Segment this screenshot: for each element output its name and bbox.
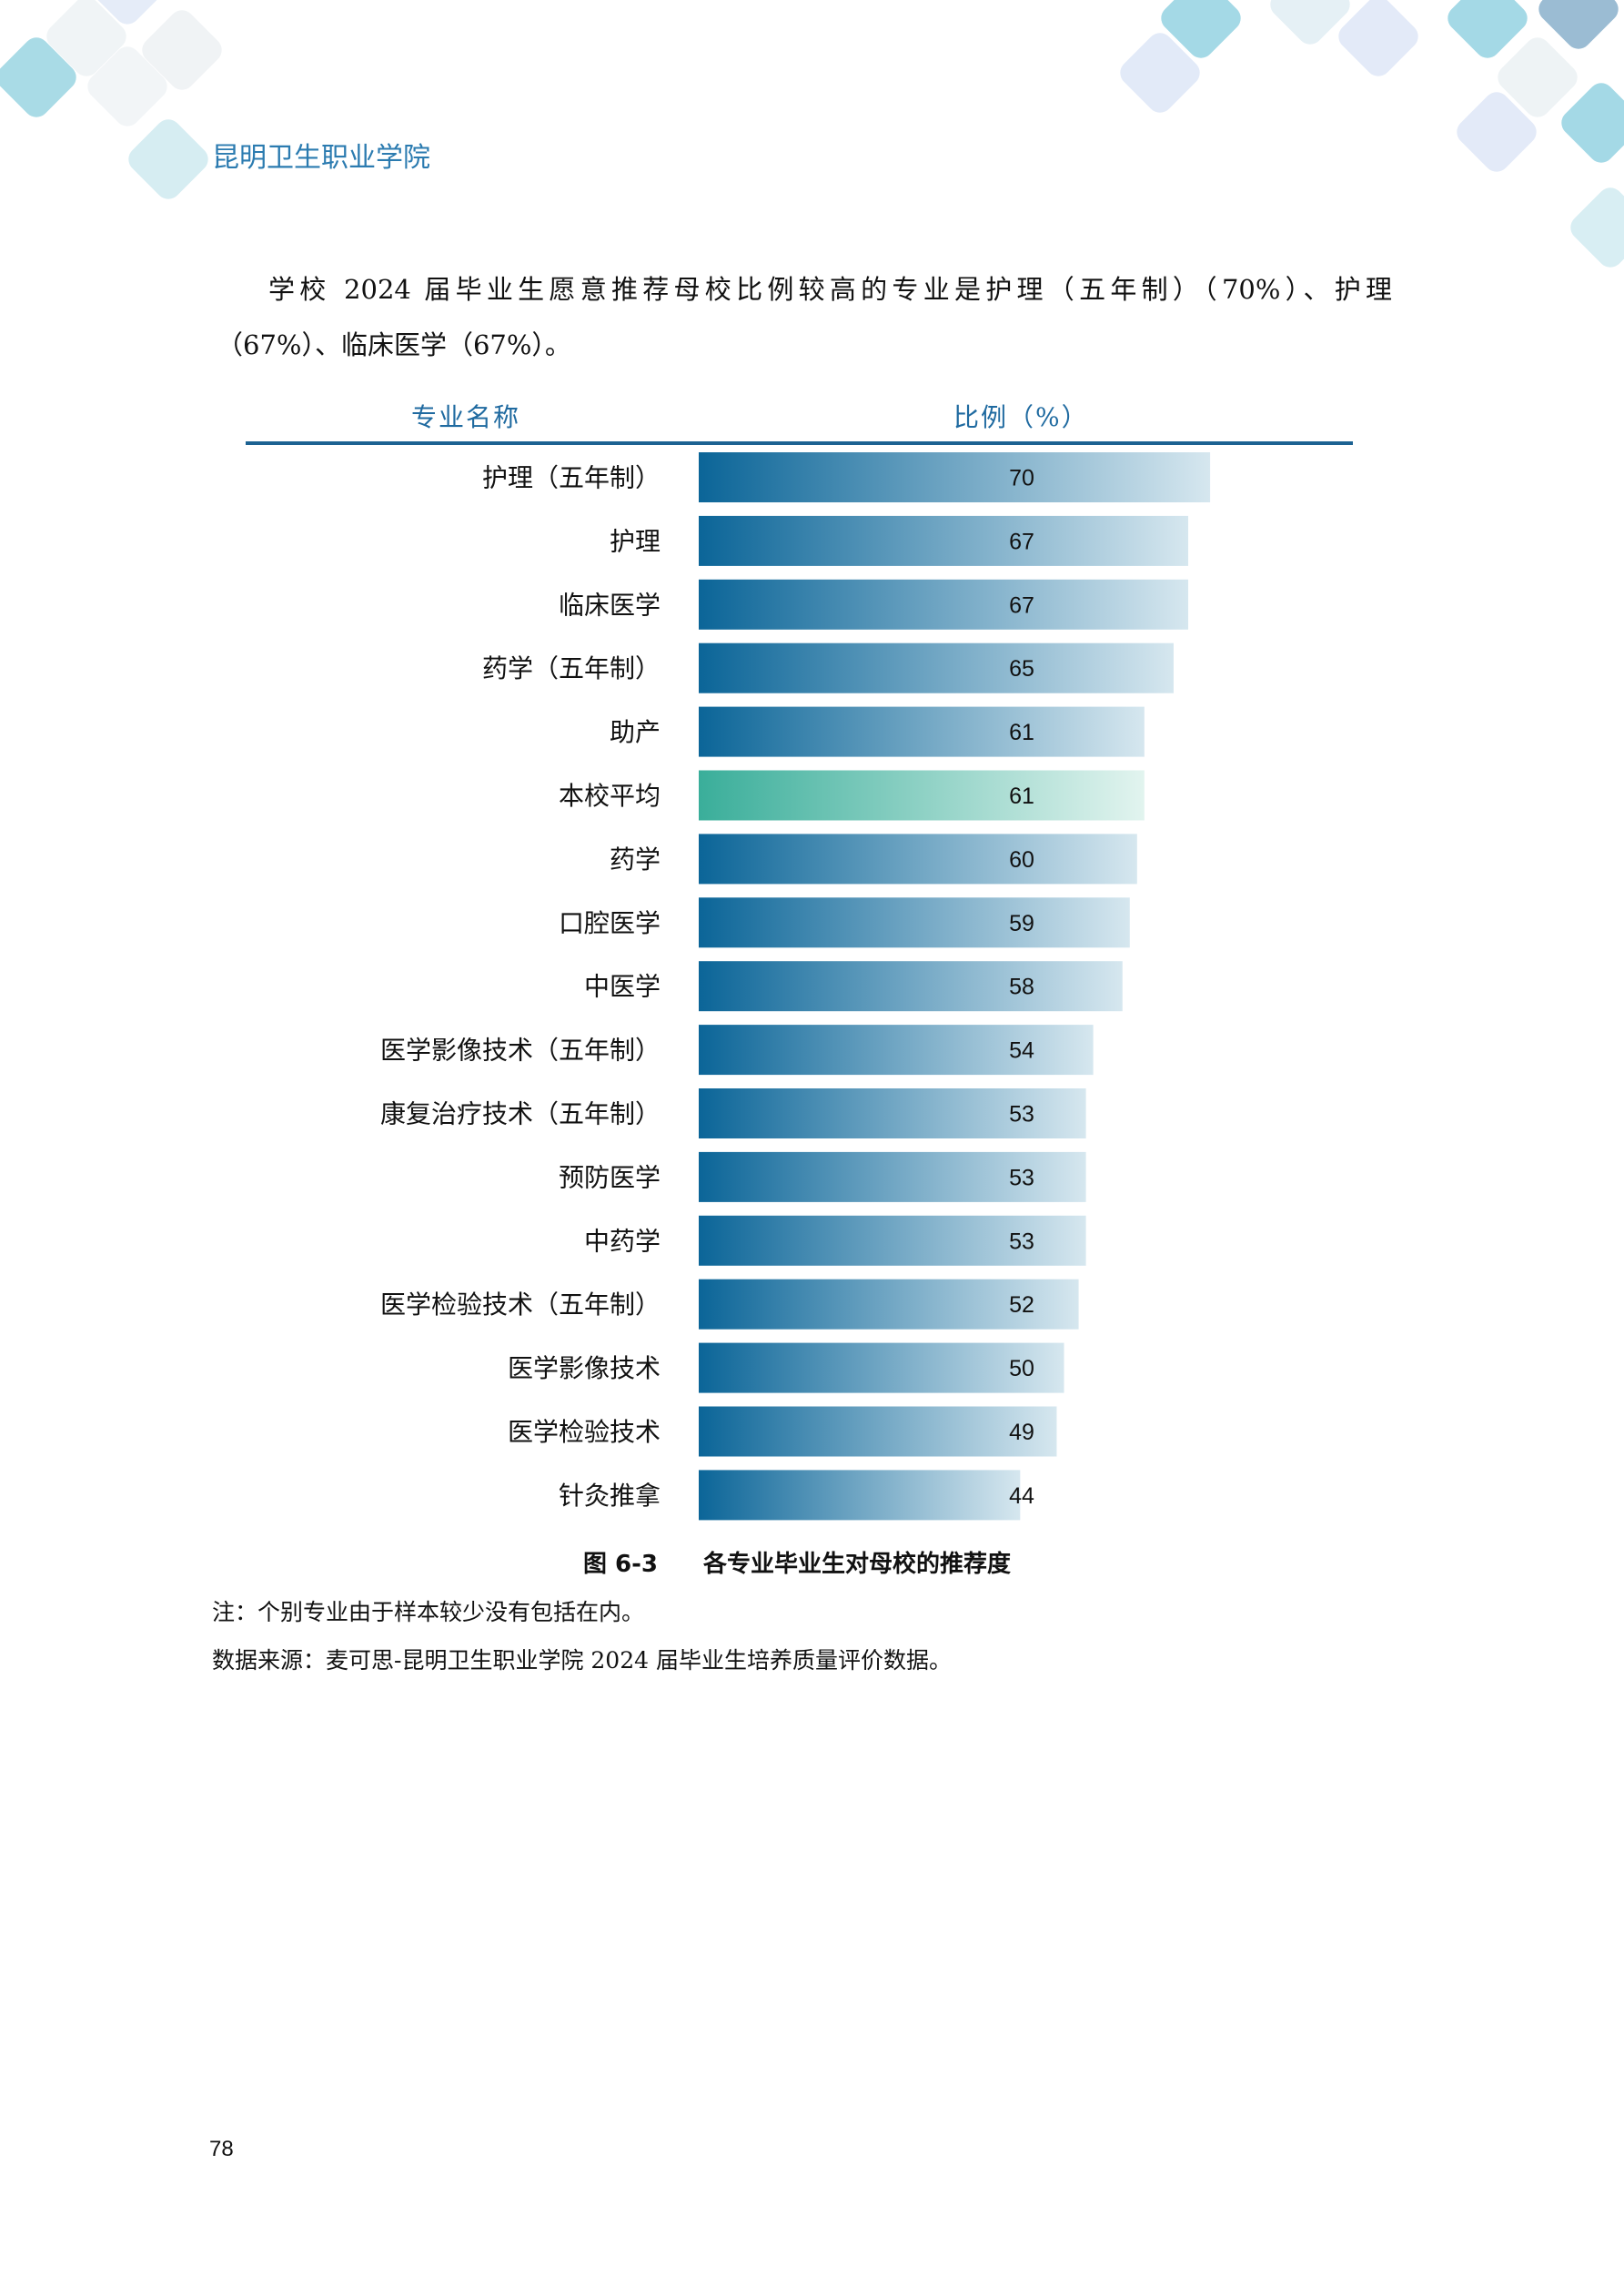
category-label: 医学检验技术 [508, 1417, 661, 1447]
bar [699, 1342, 1064, 1393]
value-label: 61 [1009, 720, 1034, 745]
paragraph-line-2: （67%）、临床医学（67%）。 [217, 329, 571, 360]
bar [699, 1279, 1079, 1330]
value-label: 52 [1009, 1292, 1034, 1318]
category-label: 口腔医学 [559, 908, 661, 938]
bar [699, 961, 1123, 1012]
value-label: 53 [1009, 1229, 1034, 1254]
category-label: 护理（五年制） [482, 463, 661, 493]
category-label: 药学 [610, 845, 661, 875]
bar-chart: 护理（五年制） 70 护理 67 临床医学 67 药学（五年制） 65 助产 61 本校平均 61 药学… [380, 452, 1211, 1521]
bar [699, 897, 1130, 948]
note: 注：个别专业由于样本较少没有包括在内。 [212, 1599, 645, 1625]
bar [699, 642, 1174, 693]
value-label: 61 [1009, 784, 1034, 809]
bar [699, 834, 1137, 885]
value-label: 67 [1009, 529, 1034, 554]
school-name-header: 昆明卫生职业学院 [212, 142, 430, 174]
value-label: 58 [1009, 975, 1034, 1000]
category-label: 医学影像技术 [508, 1353, 661, 1383]
value-label: 49 [1009, 1420, 1034, 1445]
bar [699, 1215, 1086, 1266]
figure-caption: 图 6-3 各专业毕业生对母校的推荐度 [583, 1545, 1011, 1579]
bar [699, 452, 1211, 502]
bar [699, 706, 1145, 757]
category-label: 医学检验技术（五年制） [380, 1290, 661, 1320]
header-rule [246, 441, 1353, 445]
bar [699, 579, 1189, 630]
bar [699, 770, 1145, 821]
paragraph-line-1: 学校 2024 届毕业生愿意推荐母校比例较高的专业是护理（五年制）（70%）、护… [268, 274, 1392, 305]
page-number: 78 [209, 2137, 234, 2161]
bar [699, 1151, 1086, 1202]
category-label: 医学影像技术（五年制） [380, 1036, 661, 1066]
value-label: 60 [1009, 847, 1034, 873]
value-label: 59 [1009, 911, 1034, 936]
summary-paragraph: 学校 2024 届毕业生愿意推荐母校比例较高的专业是护理（五年制）（70%）、护… [217, 262, 1392, 373]
value-label: 54 [1009, 1038, 1034, 1064]
category-label: 药学（五年制） [482, 653, 661, 683]
bar [699, 1406, 1057, 1457]
figure-title: 各专业毕业生对母校的推荐度 [703, 1551, 1012, 1578]
category-label: 本校平均 [559, 781, 661, 811]
bar [699, 515, 1189, 566]
value-label: 50 [1009, 1356, 1034, 1381]
bar [699, 1025, 1094, 1076]
category-label: 预防医学 [559, 1162, 661, 1192]
value-label: 53 [1009, 1102, 1034, 1128]
column-header-major: 专业名称 [411, 402, 521, 432]
bar [699, 1088, 1086, 1138]
category-label: 中医学 [584, 972, 661, 1002]
category-label: 针灸推拿 [559, 1481, 661, 1511]
bar [699, 1470, 1021, 1521]
category-label: 临床医学 [559, 590, 661, 620]
figure-number: 图 6-3 [583, 1551, 659, 1578]
category-label: 助产 [610, 717, 661, 747]
column-header-ratio: 比例（%） [953, 402, 1089, 432]
value-label: 70 [1009, 466, 1034, 491]
value-label: 67 [1009, 592, 1034, 618]
value-label: 44 [1009, 1483, 1034, 1509]
data-source: 数据来源：麦可思-昆明卫生职业学院 2024 届毕业生培养质量评价数据。 [212, 1647, 952, 1674]
category-label: 护理 [610, 526, 661, 556]
category-label: 中药学 [584, 1226, 661, 1256]
category-label: 康复治疗技术（五年制） [380, 1099, 661, 1129]
value-label: 65 [1009, 656, 1034, 682]
value-label: 53 [1009, 1165, 1034, 1190]
